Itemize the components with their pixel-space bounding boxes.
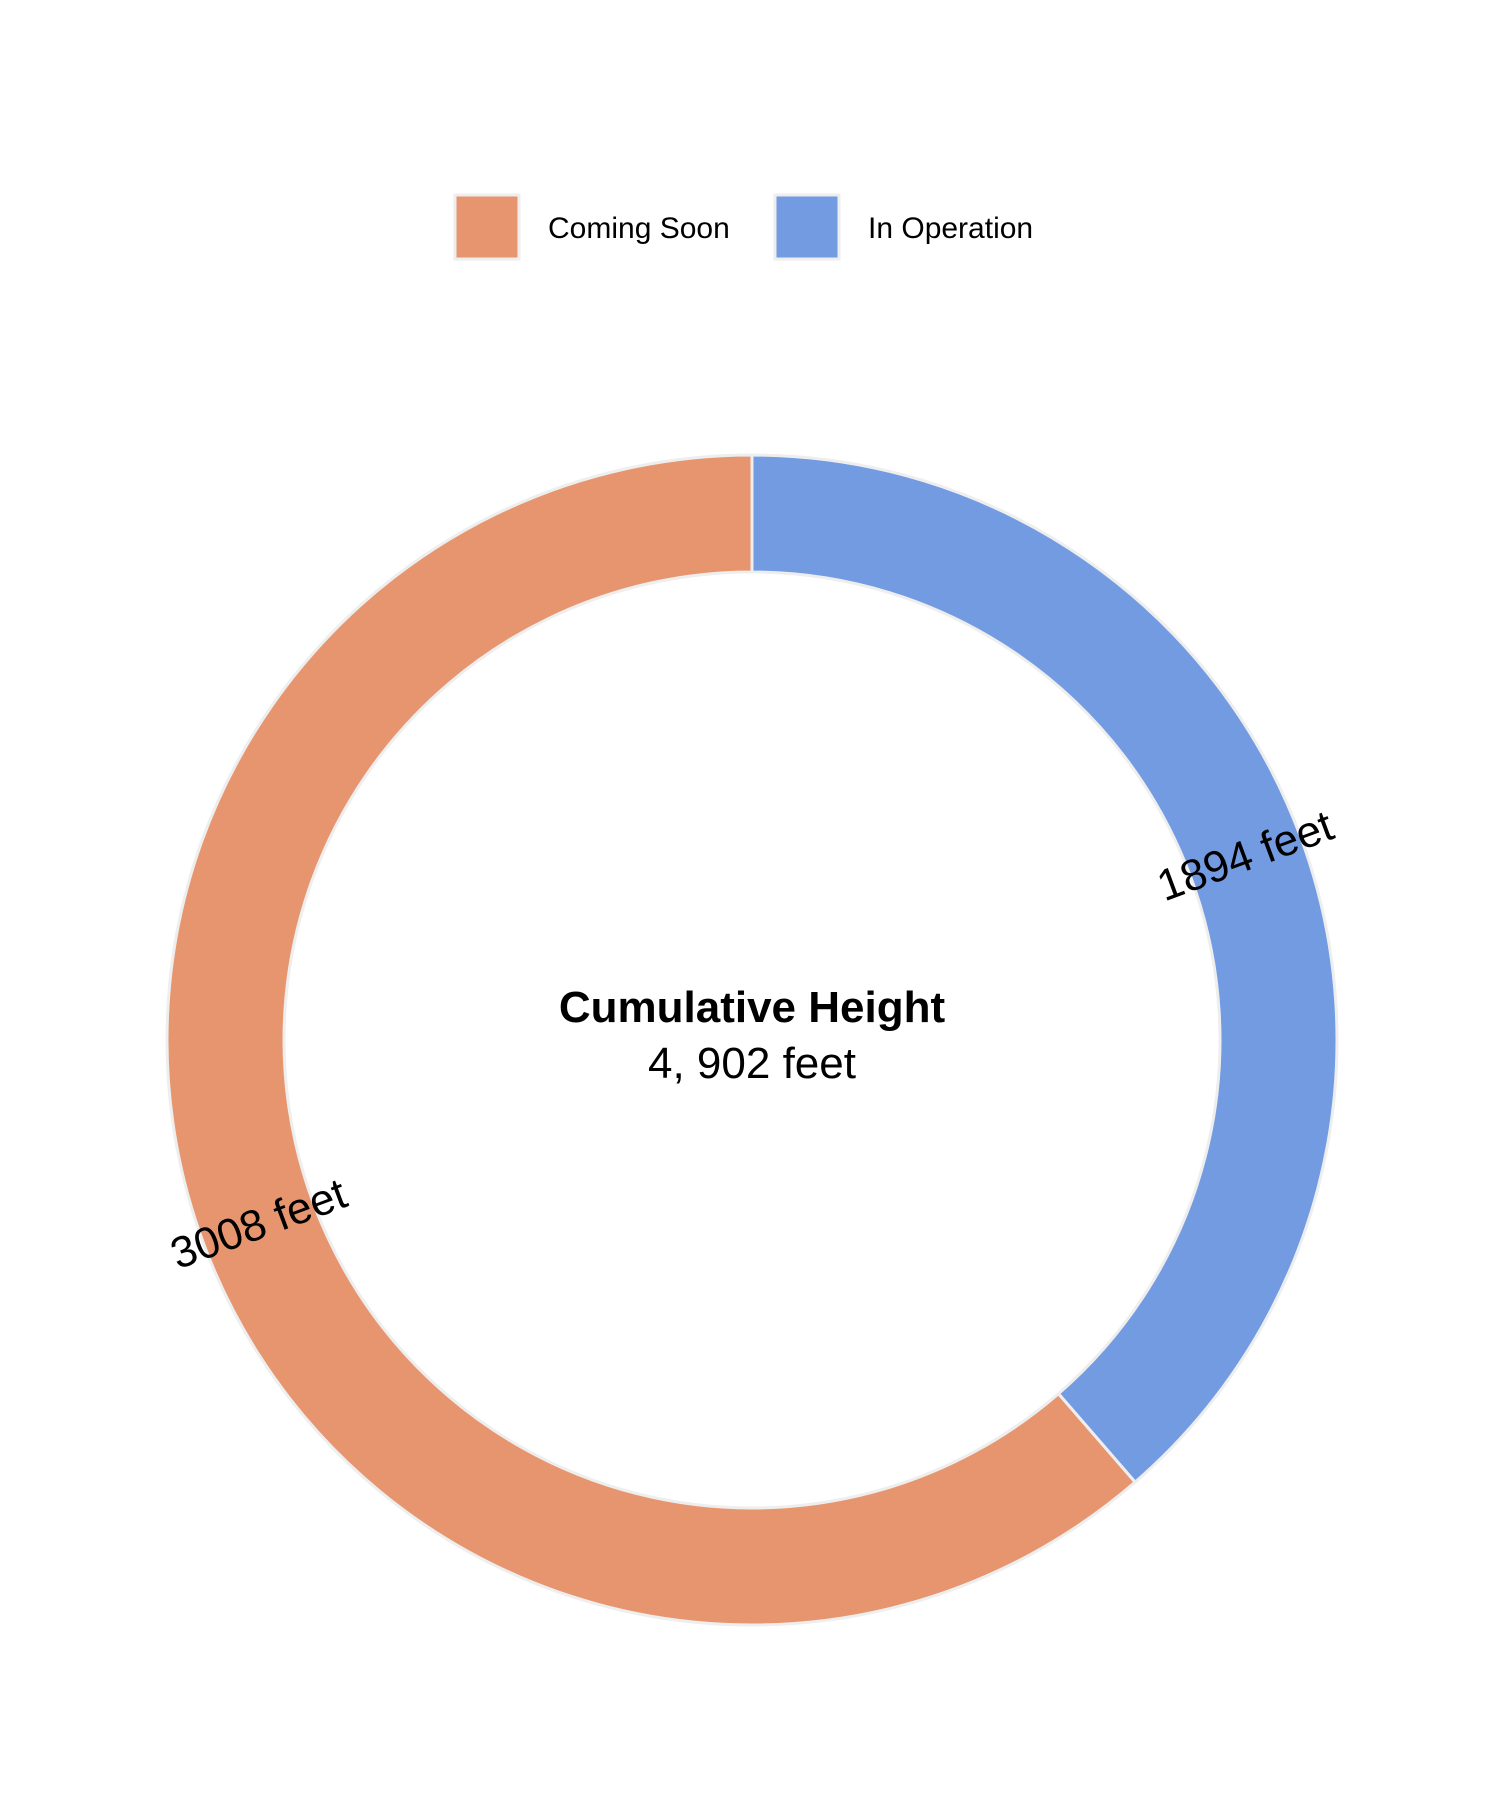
legend-swatch-coming-soon	[453, 193, 521, 261]
legend-swatch-in-operation	[773, 193, 841, 261]
legend: Coming Soon In Operation	[453, 193, 1033, 261]
center-annotation: Cumulative Height 4, 902 feet	[559, 983, 946, 1088]
legend-label-coming-soon: Coming Soon	[548, 212, 730, 245]
legend-label-in-operation: In Operation	[868, 212, 1033, 245]
center-value: 4, 902 feet	[648, 1039, 856, 1088]
slice-in-operation	[750, 453, 1339, 1485]
center-title: Cumulative Height	[559, 983, 946, 1032]
slice-coming-soon	[165, 453, 1138, 1627]
donut-slices	[165, 453, 1339, 1627]
